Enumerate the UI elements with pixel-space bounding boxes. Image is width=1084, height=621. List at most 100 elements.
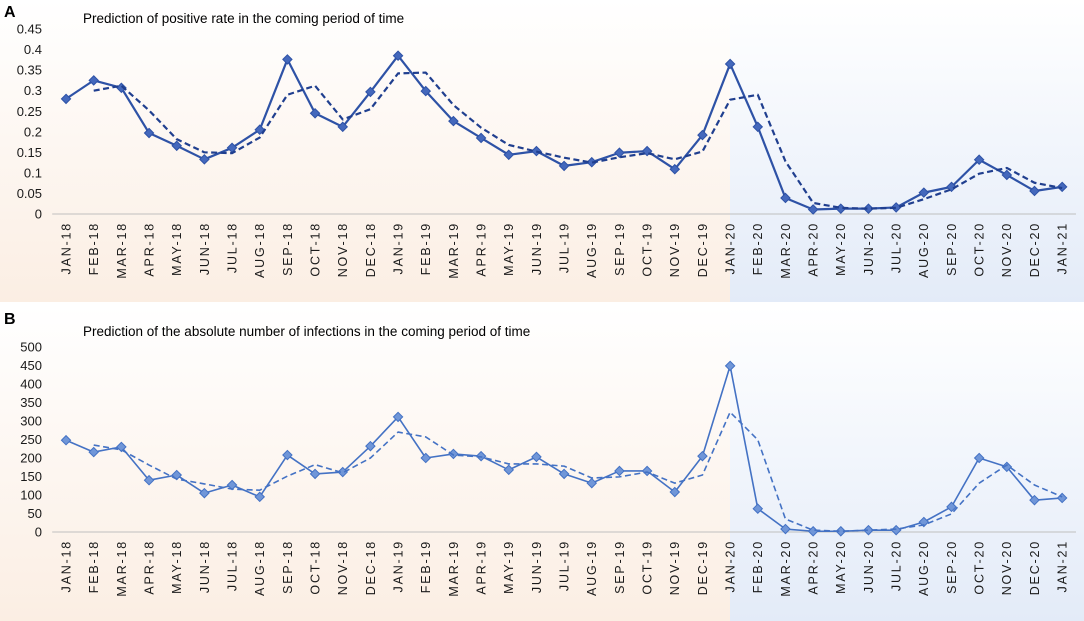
series-1-point <box>143 127 155 139</box>
x-tick-label: FEB-19 <box>419 222 433 275</box>
x-tick-label: JAN-18 <box>59 222 73 274</box>
y-tick-label: 400 <box>20 377 42 392</box>
x-tick-label: DEC-20 <box>1028 222 1042 277</box>
x-tick-label: JAN-18 <box>59 540 73 592</box>
y-tick-label: 50 <box>28 506 42 521</box>
x-tick-label: JUN-18 <box>198 540 212 593</box>
series-1-point <box>199 154 210 165</box>
series-1-point <box>392 411 404 423</box>
x-tick-label: DEC-19 <box>696 222 710 277</box>
x-tick-label: SEP-18 <box>281 540 295 594</box>
series-1-point <box>973 452 985 464</box>
y-tick-label: 0.05 <box>17 186 42 201</box>
panel-a-x-axis: JAN-18 FEB-18 MAR-18 APR-18 MAY-18 JUN-18 JUL-… <box>52 213 1076 279</box>
x-tick-label: JUL-20 <box>890 222 904 273</box>
panel-b-x-axis: JAN-18 FEB-18 MAR-18 APR-18 MAY-18 JUN-18 JUL-… <box>52 531 1076 597</box>
series-1-point <box>88 75 100 86</box>
y-tick-label: 0.1 <box>24 165 42 180</box>
series-1-point <box>752 121 764 133</box>
series-1-point <box>254 491 266 503</box>
x-tick-label: JUN-20 <box>862 222 876 275</box>
x-tick-label: FEB-18 <box>87 222 101 275</box>
series-1-point <box>697 129 708 141</box>
series-1-point <box>531 451 542 463</box>
series-1-point <box>282 54 293 65</box>
x-tick-label: OCT-18 <box>308 222 322 277</box>
x-tick-label: JUL-18 <box>225 540 239 591</box>
x-tick-label: MAY-18 <box>170 540 184 594</box>
series-1-point <box>392 50 404 62</box>
series-1-point <box>558 468 570 480</box>
x-tick-label: JAN-19 <box>391 222 405 274</box>
series-2-dashed-line <box>93 71 1063 210</box>
x-tick-label: NOV-19 <box>668 222 682 277</box>
x-tick-label: MAR-18 <box>115 540 129 597</box>
x-tick-label: SEP-19 <box>613 222 627 276</box>
x-tick-label: AUG-20 <box>917 222 931 278</box>
series-1-point <box>60 434 72 446</box>
series-1-point <box>420 85 432 97</box>
x-tick-label: DEC-18 <box>364 540 378 595</box>
x-tick-label: APR-19 <box>474 222 488 277</box>
x-tick-label: NOV-19 <box>668 540 682 595</box>
x-tick-label: AUG-18 <box>253 222 267 278</box>
panel-a-background-left <box>0 0 730 302</box>
y-tick-label: 150 <box>20 469 42 484</box>
y-tick-label: 200 <box>20 451 42 466</box>
series-1-point <box>1029 185 1040 197</box>
x-tick-label: MAY-19 <box>502 540 516 594</box>
x-tick-label: MAY-18 <box>170 222 184 276</box>
x-tick-label: JUL-19 <box>557 540 571 591</box>
series-1-point <box>503 149 515 161</box>
x-tick-label: JAN-21 <box>1056 222 1070 274</box>
series-1-point <box>946 501 957 513</box>
panel-b-background-right <box>730 306 1084 621</box>
series-1-point <box>669 486 681 498</box>
x-tick-label: JUN-19 <box>530 222 544 275</box>
series-1-point <box>863 524 874 536</box>
y-tick-label: 0.35 <box>17 63 42 78</box>
series-1-point <box>143 474 155 486</box>
panel-a-title: Prediction of positive rate in the comin… <box>83 11 404 26</box>
series-1-point <box>973 154 985 166</box>
y-tick-label: 500 <box>20 340 42 355</box>
x-tick-label: JAN-20 <box>723 540 737 592</box>
panel-b-plot-area <box>60 360 1068 537</box>
x-tick-label: JUL-19 <box>557 222 571 273</box>
x-tick-label: FEB-20 <box>751 540 765 593</box>
series-1-point <box>116 441 127 453</box>
series-1-point <box>503 464 515 476</box>
x-tick-label: MAR-18 <box>115 222 129 279</box>
x-tick-label: JUL-18 <box>225 222 239 273</box>
x-tick-label: AUG-19 <box>585 540 599 596</box>
y-tick-label: 250 <box>20 432 42 447</box>
panel-b: B Prediction of the absolute number of i… <box>0 306 1084 621</box>
x-tick-label: OCT-20 <box>973 540 987 595</box>
y-tick-label: 0.3 <box>24 83 42 98</box>
x-tick-label: MAY-20 <box>834 540 848 594</box>
x-tick-label: MAY-20 <box>834 222 848 276</box>
x-tick-label: NOV-20 <box>1000 222 1014 277</box>
x-tick-label: MAR-20 <box>779 540 793 597</box>
panel-a-plot-area <box>60 50 1068 215</box>
series-1-point <box>614 465 625 477</box>
x-tick-label: DEC-20 <box>1028 540 1042 595</box>
x-tick-label: SEP-18 <box>281 222 295 276</box>
x-tick-label: OCT-18 <box>308 540 322 595</box>
series-1-point <box>88 446 100 458</box>
series-1-point <box>337 121 349 133</box>
series-1-point <box>199 487 210 499</box>
series-1-point <box>780 192 791 204</box>
x-tick-label: FEB-18 <box>87 540 101 593</box>
x-tick-label: SEP-20 <box>945 540 959 594</box>
series-1-point <box>558 160 570 172</box>
series-1-point <box>807 204 819 215</box>
x-tick-label: JAN-19 <box>391 540 405 592</box>
series-2-dashed-line <box>93 411 1063 533</box>
x-tick-label: APR-20 <box>807 540 821 595</box>
x-tick-label: DEC-18 <box>364 222 378 277</box>
y-tick-label: 450 <box>20 358 42 373</box>
y-tick-label: 0.2 <box>24 124 42 139</box>
panel-a-y-axis: 0 0.05 0.1 0.15 0.2 0.25 0.3 0.35 0.4 0.45 <box>17 22 42 222</box>
